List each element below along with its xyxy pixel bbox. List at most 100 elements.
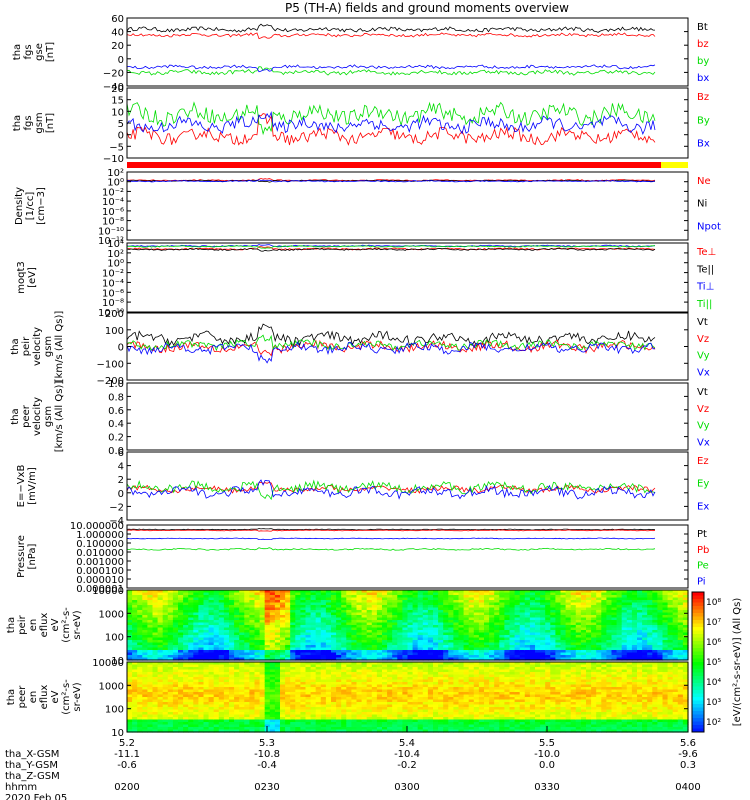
heatmap-cell (397, 712, 403, 716)
heatmap-cell (616, 607, 623, 611)
heatmap-cell (402, 592, 409, 596)
heatmap-cell (677, 620, 684, 624)
heatmap-cell (127, 655, 133, 659)
heatmap-cell (280, 625, 286, 629)
heatmap-cell (448, 655, 454, 659)
heatmap-cell (269, 615, 276, 619)
heatmap-cell (157, 610, 164, 614)
heatmap-cell (346, 724, 352, 728)
heatmap-cell (280, 592, 286, 596)
heatmap-cell (473, 590, 480, 594)
heatmap-cell (494, 657, 500, 661)
heatmap-cell (320, 689, 327, 693)
heatmap-cell (494, 635, 500, 639)
heatmap-cell (249, 640, 256, 644)
heatmap-cell (422, 620, 429, 624)
heatmap-cell (167, 674, 174, 678)
heatmap-cell (514, 597, 521, 601)
heatmap-cell (147, 637, 154, 641)
heatmap-cell (203, 729, 210, 733)
heatmap-cell (269, 627, 276, 631)
heatmap-cell (621, 632, 628, 636)
heatmap-cell (280, 637, 286, 641)
heatmap-cell (382, 637, 388, 641)
heatmap-cell (325, 652, 332, 656)
heatmap-cell (560, 607, 567, 611)
heatmap-cell (468, 620, 475, 624)
heatmap-cell (274, 702, 281, 706)
heatmap-cell (178, 709, 184, 713)
heatmap-cell (234, 709, 240, 713)
heatmap-cell (397, 630, 403, 634)
heatmap-cell (611, 652, 618, 656)
heatmap-cell (550, 592, 556, 596)
heatmap-cell (519, 610, 526, 614)
heatmap-cell (310, 630, 317, 634)
heatmap-cell (570, 617, 577, 621)
legend-velocity1-1: Vz (697, 334, 709, 345)
heatmap-cell (239, 627, 245, 631)
heatmap-cell (412, 672, 419, 676)
heatmap-cell (193, 655, 199, 659)
heatmap-cell (667, 627, 674, 631)
heatmap-cell (468, 652, 475, 656)
heatmap-cell (545, 592, 551, 596)
heatmap-cell (274, 655, 281, 659)
heatmap-cell (591, 625, 597, 629)
heatmap-cell (274, 597, 281, 601)
ylabel-density: [cm−3] (36, 187, 47, 225)
heatmap-cell (331, 689, 337, 693)
heatmap-cell (218, 615, 225, 619)
heatmap-cell (285, 647, 291, 651)
heatmap-cell (407, 719, 414, 723)
heatmap-cell (223, 707, 230, 711)
heatmap-cell (218, 597, 225, 601)
heatmap-cell (341, 697, 347, 701)
heatmap-cell (249, 722, 256, 726)
heatmap-cell (132, 727, 138, 731)
heatmap-cell (647, 650, 653, 654)
heatmap-cell (147, 597, 154, 601)
heatmap-cell (305, 692, 312, 696)
heatmap-cell (606, 645, 613, 649)
heatmap-cell (387, 677, 393, 681)
heatmap-cell (244, 640, 250, 644)
heatmap-cell (637, 650, 643, 654)
heatmap-cell (178, 657, 184, 661)
heatmap-cell (356, 729, 363, 733)
heatmap-cell (376, 672, 383, 676)
heatmap-cell (325, 602, 332, 606)
heatmap-cell (478, 650, 485, 654)
heatmap-cell (652, 622, 658, 626)
heatmap-cell (463, 595, 470, 599)
heatmap-cell (172, 704, 179, 708)
heatmap-cell (443, 617, 449, 621)
heatmap-cell (417, 620, 424, 624)
heatmap-cell (361, 717, 368, 721)
heatmap-cell (127, 677, 133, 681)
heatmap-cell (290, 650, 296, 654)
heatmap-cell (193, 597, 199, 601)
heatmap-cell (203, 692, 210, 696)
heatmap-cell (172, 722, 179, 726)
heatmap-cell (249, 617, 256, 621)
heatmap-cell (208, 617, 215, 621)
heatmap-cell (545, 650, 551, 654)
heatmap-cell (606, 630, 613, 634)
heatmap-cell (147, 712, 154, 716)
heatmap-cell (218, 620, 225, 624)
heatmap-cell (626, 652, 633, 656)
heatmap-cell (254, 709, 261, 713)
heatmap-cell (672, 590, 679, 594)
heatmap-cell (280, 612, 286, 616)
heatmap-cell (162, 642, 169, 646)
heatmap-cell (591, 620, 597, 624)
heatmap-cell (412, 679, 419, 683)
heatmap-cell (325, 667, 332, 671)
heatmap-cell (376, 622, 383, 626)
heatmap-cell (269, 605, 276, 609)
heatmap-cell (259, 692, 266, 696)
heatmap-cell (208, 605, 215, 609)
heatmap-cell (234, 632, 240, 636)
